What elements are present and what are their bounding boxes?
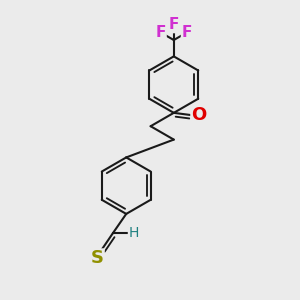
- Text: F: F: [169, 17, 179, 32]
- Text: O: O: [191, 106, 206, 124]
- Text: F: F: [182, 25, 192, 40]
- Text: H: H: [128, 226, 139, 240]
- Text: F: F: [155, 25, 166, 40]
- Text: S: S: [91, 249, 104, 267]
